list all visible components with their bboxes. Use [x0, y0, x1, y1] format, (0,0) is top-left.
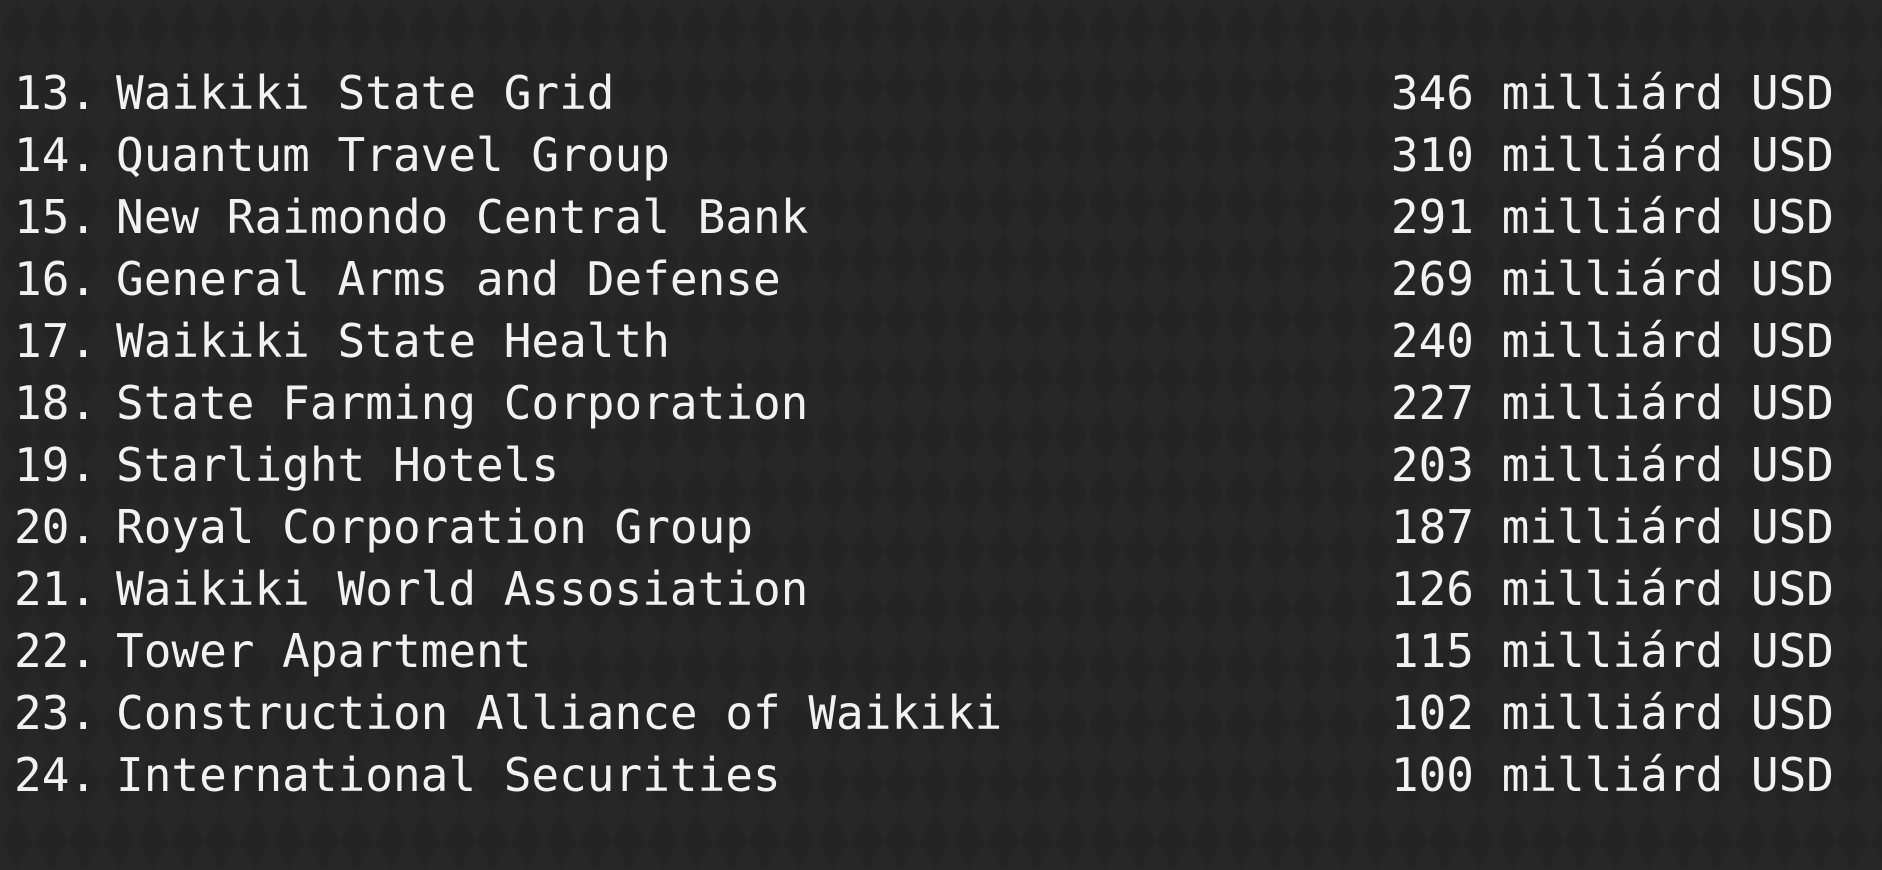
- list-item: 24. International Securities 100 milliár…: [14, 744, 1834, 806]
- company-name: Royal Corporation Group: [116, 500, 753, 554]
- ranking-list: 13. Waikiki State Grid 346 milliárd USD …: [14, 62, 1834, 812]
- company-name: Construction Alliance of Waikiki: [116, 686, 1003, 740]
- company-value: 227 milliárd USD: [1390, 376, 1834, 430]
- rank-number: 17.: [14, 314, 98, 368]
- list-item: 21. Waikiki World Assosiation 126 milliá…: [14, 558, 1834, 620]
- list-item: 22. Tower Apartment 115 milliárd USD: [14, 620, 1834, 682]
- company-name: Waikiki World Assosiation: [116, 562, 809, 616]
- rank-number: 23.: [14, 686, 98, 740]
- company-value: 115 milliárd USD: [1390, 624, 1834, 678]
- rank-number: 14.: [14, 128, 98, 182]
- company-value: 100 milliárd USD: [1390, 748, 1834, 802]
- list-item: 19. Starlight Hotels 203 milliárd USD: [14, 434, 1834, 496]
- list-item: 18. State Farming Corporation 227 milliá…: [14, 372, 1834, 434]
- list-item: 23. Construction Alliance of Waikiki 102…: [14, 682, 1834, 744]
- company-value: 126 milliárd USD: [1390, 562, 1834, 616]
- company-name: New Raimondo Central Bank: [116, 190, 809, 244]
- company-value: 240 milliárd USD: [1390, 314, 1834, 368]
- company-value: 269 milliárd USD: [1390, 252, 1834, 306]
- company-value: 203 milliárd USD: [1390, 438, 1834, 492]
- rank-number: 24.: [14, 748, 98, 802]
- company-value: 187 milliárd USD: [1390, 500, 1834, 554]
- rank-number: 16.: [14, 252, 98, 306]
- company-name: Waikiki State Health: [116, 314, 670, 368]
- company-value: 291 milliárd USD: [1390, 190, 1834, 244]
- company-name: International Securities: [116, 748, 781, 802]
- list-item: 17. Waikiki State Health 240 milliárd US…: [14, 310, 1834, 372]
- rank-number: 18.: [14, 376, 98, 430]
- rank-number: 19.: [14, 438, 98, 492]
- company-name: Waikiki State Grid: [116, 66, 615, 120]
- rank-number: 13.: [14, 66, 98, 120]
- rank-number: 15.: [14, 190, 98, 244]
- rank-number: 21.: [14, 562, 98, 616]
- rank-number: 20.: [14, 500, 98, 554]
- company-name: Starlight Hotels: [116, 438, 560, 492]
- list-item: 15. New Raimondo Central Bank 291 milliá…: [14, 186, 1834, 248]
- company-value: 346 milliárd USD: [1390, 66, 1834, 120]
- company-value: 102 milliárd USD: [1390, 686, 1834, 740]
- list-item: 14. Quantum Travel Group 310 milliárd US…: [14, 124, 1834, 186]
- company-name: Quantum Travel Group: [116, 128, 670, 182]
- company-name: General Arms and Defense: [116, 252, 781, 306]
- company-value: 310 milliárd USD: [1390, 128, 1834, 182]
- list-item: 13. Waikiki State Grid 346 milliárd USD: [14, 62, 1834, 124]
- company-name: State Farming Corporation: [116, 376, 809, 430]
- rank-number: 22.: [14, 624, 98, 678]
- company-name: Tower Apartment: [116, 624, 532, 678]
- list-item: 16. General Arms and Defense 269 milliár…: [14, 248, 1834, 310]
- list-item: 20. Royal Corporation Group 187 milliárd…: [14, 496, 1834, 558]
